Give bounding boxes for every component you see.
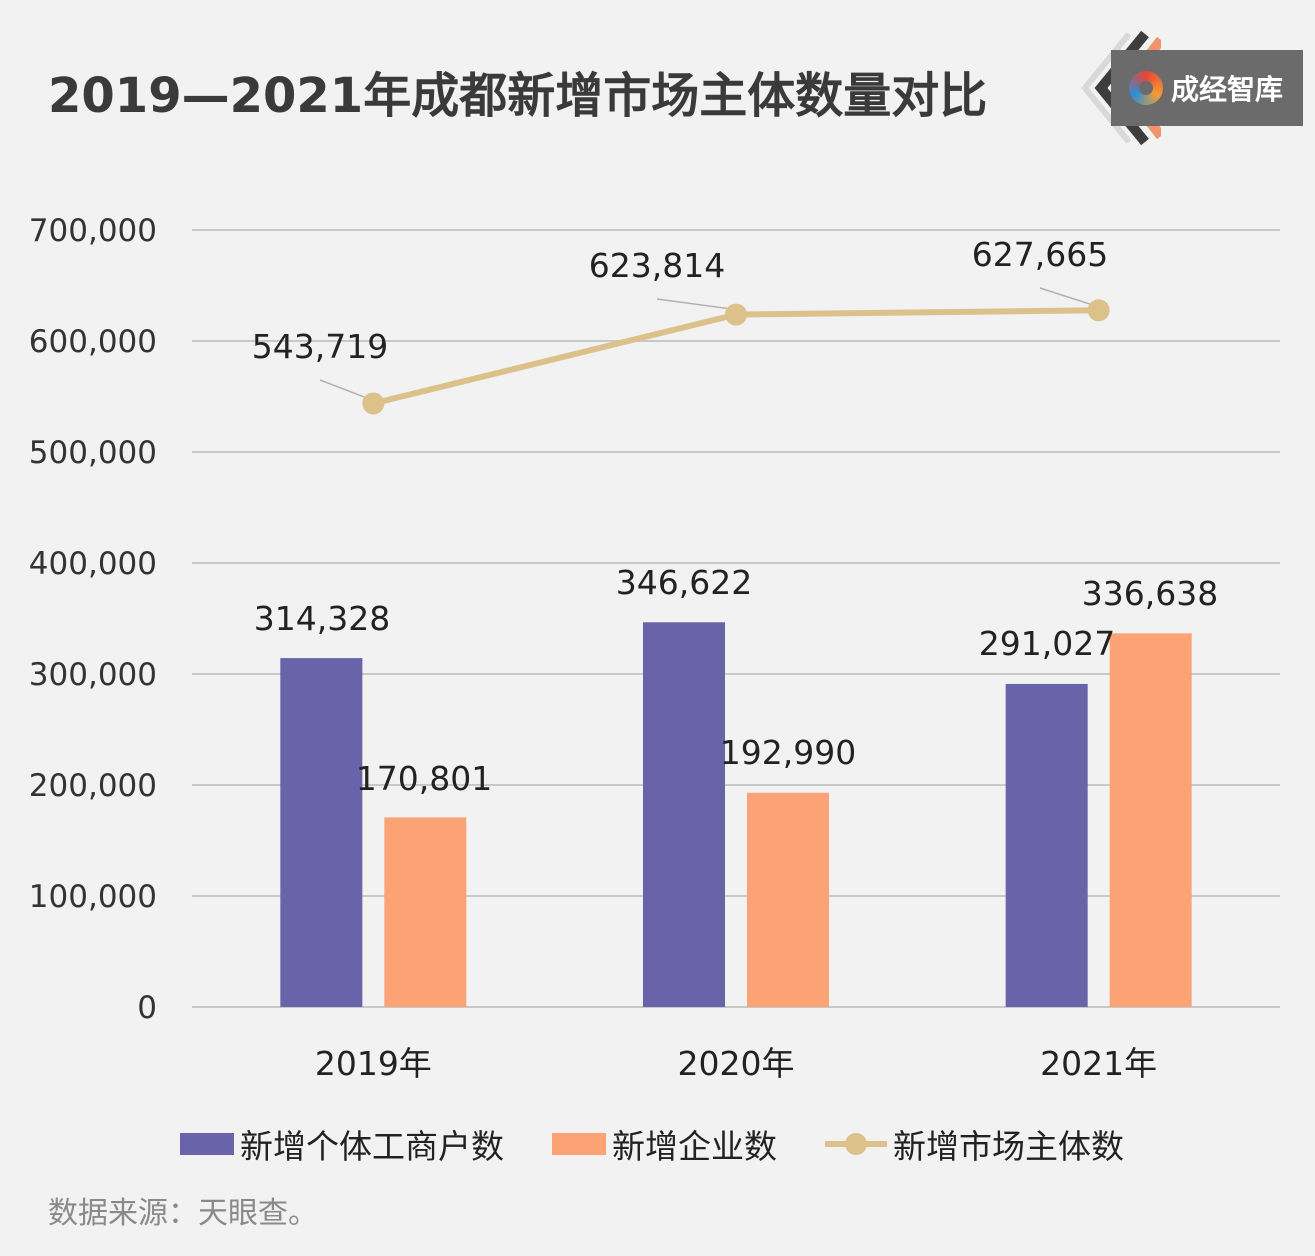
- point-total: [725, 303, 747, 326]
- bar-enterprise: [384, 817, 467, 1007]
- legend-label-enterprise: 新增企业数: [612, 1127, 777, 1166]
- y-tick-label: 600,000: [29, 324, 157, 360]
- legend-item-enterprise: 新增企业数: [552, 1120, 777, 1168]
- data-label-total: 627,665: [972, 235, 1108, 274]
- bar-enterprise: [1109, 633, 1192, 1007]
- brand-badge: 成经智库: [1041, 30, 1303, 146]
- legend-marker-total: [845, 1133, 867, 1155]
- point-total: [1087, 299, 1110, 322]
- legend-label-individual: 新增个体工商户数: [240, 1127, 504, 1166]
- data-label-enterprise: 192,990: [720, 733, 856, 772]
- y-tick-label: 200,000: [29, 768, 157, 804]
- bar-enterprise: [747, 792, 829, 1007]
- data-source-note: 数据来源：天眼查。: [48, 1196, 318, 1231]
- y-tick-label: 700,000: [29, 213, 157, 249]
- legend-line-total: [825, 1133, 887, 1155]
- data-label-total: 543,719: [252, 327, 388, 366]
- y-tick-label: 0: [137, 990, 157, 1026]
- chart-plot: 0 100,000 200,000 300,000 400,000 500,000 600,…: [29, 213, 1280, 1083]
- x-tick-label: 2020年: [678, 1044, 795, 1083]
- y-tick-label: 500,000: [29, 435, 157, 471]
- bar-individual: [280, 658, 363, 1007]
- bar-individual: [643, 622, 725, 1007]
- legend-label-total: 新增市场主体数: [893, 1127, 1124, 1166]
- legend-item-total: 新增市场主体数: [825, 1120, 1124, 1168]
- data-label-enterprise: 170,801: [356, 759, 492, 798]
- data-label-individual: 291,027: [979, 624, 1115, 663]
- legend-swatch-enterprise: [552, 1133, 606, 1155]
- y-tick-label: 400,000: [29, 546, 157, 582]
- data-label-individual: 314,328: [254, 599, 390, 638]
- chart-legend: 新增个体工商户数 新增企业数 新增市场主体数: [180, 1120, 1172, 1168]
- data-label-total: 623,814: [589, 246, 725, 285]
- legend-swatch-individual: [180, 1133, 234, 1155]
- swirl-logo-icon: [1129, 71, 1163, 105]
- brand-name: 成经智库: [1171, 73, 1284, 106]
- bar-individual: [1005, 683, 1088, 1007]
- label-leader-line: [319, 379, 366, 399]
- brand-box: 成经智库: [1111, 50, 1303, 126]
- x-tick-label: 2019年: [315, 1044, 432, 1083]
- x-tick-label: 2021年: [1040, 1044, 1157, 1083]
- data-label-enterprise: 336,638: [1082, 574, 1218, 613]
- label-leader-line: [1039, 287, 1091, 306]
- data-label-individual: 346,622: [616, 563, 752, 602]
- label-leader-line: [656, 298, 729, 310]
- y-tick-label: 300,000: [29, 657, 157, 693]
- legend-item-individual: 新增个体工商户数: [180, 1120, 504, 1168]
- y-tick-label: 100,000: [29, 879, 157, 915]
- chart-title: 2019—2021年成都新增市场主体数量对比: [48, 68, 988, 124]
- point-total: [362, 392, 385, 415]
